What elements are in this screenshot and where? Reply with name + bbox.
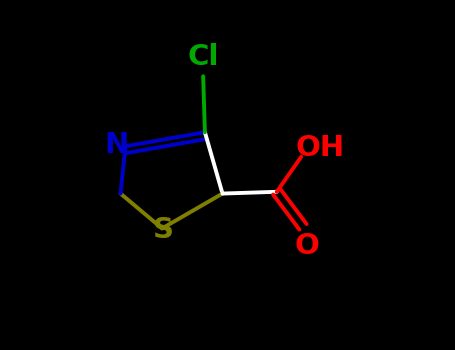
Text: O: O <box>294 232 319 260</box>
Text: OH: OH <box>296 134 345 162</box>
Text: S: S <box>153 216 174 244</box>
Text: N: N <box>105 131 129 159</box>
Text: Cl: Cl <box>187 43 219 71</box>
